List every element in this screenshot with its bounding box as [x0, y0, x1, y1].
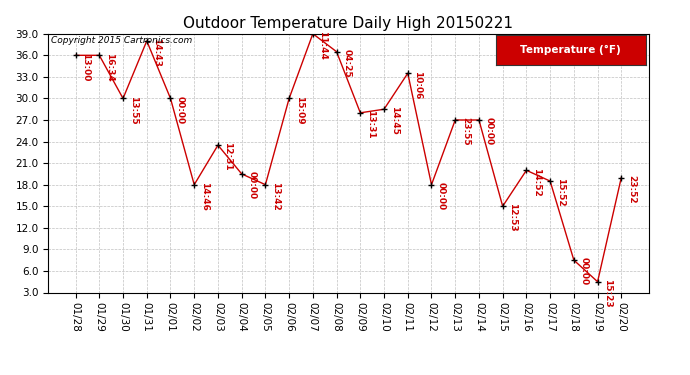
Text: 04:25: 04:25 [342, 49, 351, 78]
Text: 23:52: 23:52 [627, 175, 636, 203]
Text: 00:00: 00:00 [437, 182, 446, 210]
Text: 10:06: 10:06 [413, 70, 422, 99]
Text: 16:34: 16:34 [105, 53, 114, 81]
Text: 13:31: 13:31 [366, 110, 375, 139]
Title: Outdoor Temperature Daily High 20150221: Outdoor Temperature Daily High 20150221 [184, 16, 513, 31]
Text: 15:23: 15:23 [603, 279, 612, 308]
Text: 00:00: 00:00 [247, 171, 256, 199]
Text: 13:00: 13:00 [81, 53, 90, 81]
Text: 00:00: 00:00 [176, 96, 185, 124]
Text: 11:44: 11:44 [318, 31, 328, 60]
Text: 12:31: 12:31 [224, 142, 233, 171]
Text: 15:09: 15:09 [295, 96, 304, 124]
Text: 14:46: 14:46 [200, 182, 209, 211]
Text: 13:42: 13:42 [271, 182, 280, 211]
Text: 00:00: 00:00 [484, 117, 493, 146]
Text: Copyright 2015 Cartronics.com: Copyright 2015 Cartronics.com [51, 36, 193, 45]
Text: 12:53: 12:53 [509, 204, 518, 232]
Text: 00:00: 00:00 [580, 257, 589, 285]
Text: 13:55: 13:55 [128, 96, 137, 124]
Text: 23:55: 23:55 [461, 117, 470, 146]
Text: 14:43: 14:43 [152, 38, 161, 67]
Text: 14:45: 14:45 [390, 106, 399, 135]
Text: 14:52: 14:52 [532, 168, 541, 196]
Text: 15:52: 15:52 [555, 178, 564, 207]
